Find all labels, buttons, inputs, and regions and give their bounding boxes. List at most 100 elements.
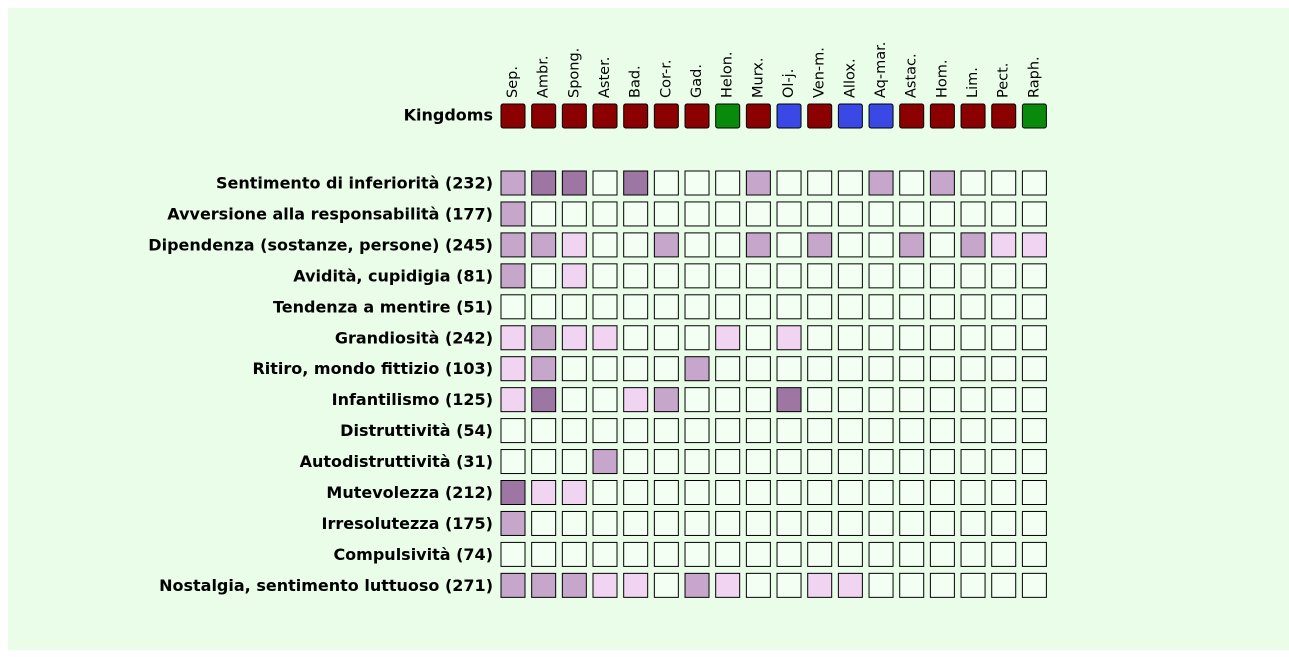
heat-cell <box>807 449 833 475</box>
heat-cell <box>500 263 526 289</box>
heat-cell <box>960 356 986 382</box>
heat-cell <box>684 572 710 598</box>
heat-cell <box>592 294 618 320</box>
heat-cell <box>837 480 863 505</box>
heat-cell <box>745 325 771 351</box>
heat-cell <box>991 572 1017 598</box>
heat-cell <box>868 325 894 351</box>
heat-cell <box>899 541 925 567</box>
heat-cell <box>807 201 833 227</box>
row-label: Autodistruttività (31) <box>300 452 493 471</box>
heat-cell <box>868 480 894 505</box>
heat-cell <box>745 449 771 475</box>
heat-cell <box>776 232 802 258</box>
heat-cell <box>899 294 925 320</box>
heat-cell <box>500 387 526 413</box>
heat-cell <box>653 510 679 536</box>
heat-cell <box>561 263 587 289</box>
heat-cell <box>929 232 955 258</box>
heat-cell <box>500 170 526 196</box>
heat-cell <box>807 294 833 320</box>
heat-cell <box>745 356 771 382</box>
kingdoms-label: Kingdoms <box>404 106 493 125</box>
heat-cell <box>623 510 649 536</box>
heat-cell <box>991 232 1017 258</box>
column-label: Aq-mar. <box>873 42 889 98</box>
heat-cell <box>1021 170 1047 196</box>
heat-cell <box>776 387 802 413</box>
heat-cell <box>623 263 649 289</box>
heat-cell <box>837 449 863 475</box>
heat-cell <box>1021 572 1047 598</box>
heat-cell <box>929 294 955 320</box>
heat-cell <box>500 418 526 444</box>
row-label: Dipendenza (sostanze, persone) (245) <box>148 235 493 254</box>
heat-cell <box>837 201 863 227</box>
heat-cell <box>653 541 679 567</box>
column-label: Helon. <box>720 51 736 98</box>
heat-cell <box>715 572 741 598</box>
row-label: Distruttività (54) <box>340 421 493 440</box>
column-label: Ven-m. <box>812 47 828 98</box>
kingdom-marker <box>899 103 925 129</box>
row-label: Compulsività (74) <box>333 545 493 564</box>
heat-cell <box>592 387 618 413</box>
heat-cell <box>500 572 526 598</box>
heat-cell <box>715 418 741 444</box>
heat-cell <box>991 418 1017 444</box>
kingdom-marker <box>623 103 649 129</box>
heat-cell <box>653 170 679 196</box>
heat-cell <box>868 170 894 196</box>
column-label: Murx. <box>750 58 766 98</box>
column-label: Sep. <box>505 66 521 98</box>
heat-cell <box>868 572 894 598</box>
heat-cell <box>960 294 986 320</box>
heat-cell <box>960 263 986 289</box>
heat-cell <box>991 449 1017 475</box>
heat-cell <box>899 263 925 289</box>
kingdom-marker <box>1021 103 1047 129</box>
heat-cell <box>653 418 679 444</box>
heat-cell <box>776 572 802 598</box>
heat-cell <box>1021 232 1047 258</box>
heat-cell <box>837 170 863 196</box>
heat-cell <box>960 418 986 444</box>
heat-cell <box>837 294 863 320</box>
heat-cell <box>807 541 833 567</box>
heat-cell <box>960 170 986 196</box>
heat-cell <box>991 294 1017 320</box>
column-label: Ambr. <box>536 56 552 99</box>
heat-cell <box>653 449 679 475</box>
row-label: Nostalgia, sentimento luttuoso (271) <box>159 576 493 595</box>
row-label: Infantilismo (125) <box>332 390 493 409</box>
heat-cell <box>745 572 771 598</box>
heat-cell <box>500 325 526 351</box>
heat-cell <box>960 572 986 598</box>
heat-cell <box>929 449 955 475</box>
heat-cell <box>561 387 587 413</box>
heat-cell <box>868 201 894 227</box>
row-label: Irresolutezza (175) <box>322 514 494 533</box>
heat-cell <box>868 232 894 258</box>
heat-cell <box>991 170 1017 196</box>
heat-cell <box>837 572 863 598</box>
heat-cell <box>500 294 526 320</box>
heat-cell <box>531 170 557 196</box>
heat-cell <box>623 356 649 382</box>
heat-cell <box>868 510 894 536</box>
heat-cell <box>899 387 925 413</box>
heat-cell <box>684 232 710 258</box>
heat-cell <box>1021 325 1047 351</box>
heat-cell <box>684 294 710 320</box>
heat-cell <box>776 356 802 382</box>
heat-cell <box>684 201 710 227</box>
kingdom-marker <box>960 103 986 129</box>
heat-cell <box>899 170 925 196</box>
heat-cell <box>899 449 925 475</box>
heat-cell <box>868 541 894 567</box>
kingdom-marker <box>929 103 955 129</box>
heat-cell <box>837 387 863 413</box>
heat-cell <box>991 541 1017 567</box>
